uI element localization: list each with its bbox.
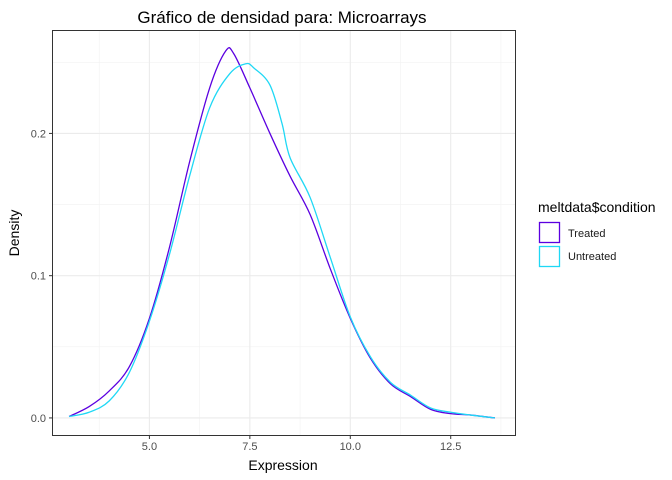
legend-item-untreated: Untreated (538, 245, 616, 268)
legend-label-treated: Treated (568, 228, 606, 240)
x-tick-label: 10.0 (340, 441, 361, 453)
x-axis-label: Expression (248, 457, 317, 473)
x-tick-label: 12.5 (440, 441, 461, 453)
y-axis-label: Density (6, 210, 22, 257)
y-tick-label: 0.1 (31, 271, 46, 283)
gridlines (53, 31, 515, 435)
legend-key-untreated (538, 245, 561, 268)
x-axis: 5.0 7.5 10.0 12.5 (142, 435, 461, 453)
panel-border (52, 30, 516, 436)
legend-item-treated: Treated (538, 221, 606, 244)
density-line-treated (68, 47, 495, 419)
x-tick-label: 7.5 (242, 441, 257, 453)
density-line-untreated (68, 62, 495, 419)
x-tick-label: 5.0 (142, 441, 157, 453)
legend: meltdata$condition Treated Untreated (538, 199, 656, 268)
series-layer (68, 47, 495, 419)
y-axis: 0.0 0.1 0.2 (31, 128, 53, 425)
legend-title: meltdata$condition (538, 199, 656, 215)
legend-key-treated (538, 221, 561, 244)
y-tick-label: 0.0 (31, 413, 46, 425)
y-tick-label: 0.2 (31, 128, 46, 140)
chart-title: Gráfico de densidad para: Microarrays (137, 8, 426, 27)
legend-label-untreated: Untreated (568, 251, 616, 263)
